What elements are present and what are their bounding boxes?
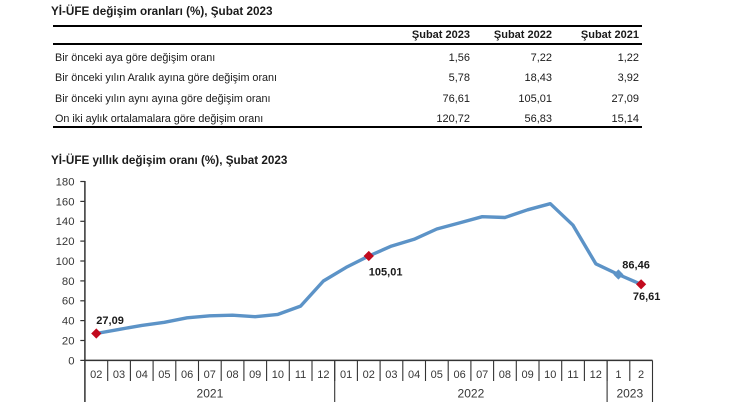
svg-text:76,61: 76,61 [633, 291, 661, 303]
svg-text:06: 06 [453, 369, 465, 381]
svg-text:11: 11 [567, 369, 578, 381]
svg-text:2: 2 [638, 369, 644, 381]
svg-text:27,09: 27,09 [96, 315, 124, 327]
svg-text:04: 04 [408, 369, 420, 381]
svg-text:2023: 2023 [616, 387, 643, 401]
svg-text:11: 11 [295, 369, 306, 381]
svg-text:12: 12 [317, 369, 329, 381]
svg-text:100: 100 [56, 256, 75, 268]
svg-text:80: 80 [62, 276, 75, 288]
svg-text:02: 02 [90, 369, 102, 381]
svg-text:12: 12 [590, 369, 602, 381]
svg-text:86,46: 86,46 [622, 259, 650, 271]
svg-text:10: 10 [544, 369, 556, 381]
svg-text:60: 60 [62, 296, 75, 308]
svg-text:160: 160 [56, 196, 75, 208]
svg-text:08: 08 [226, 369, 238, 381]
svg-text:180: 180 [56, 176, 75, 188]
svg-text:120: 120 [56, 236, 75, 248]
svg-text:2021: 2021 [197, 387, 224, 401]
svg-text:09: 09 [249, 369, 261, 381]
svg-text:08: 08 [499, 369, 511, 381]
svg-text:09: 09 [521, 369, 533, 381]
svg-text:07: 07 [204, 369, 216, 381]
svg-text:105,01: 105,01 [369, 267, 403, 279]
svg-text:0: 0 [68, 355, 74, 367]
svg-text:2022: 2022 [458, 387, 485, 401]
svg-text:04: 04 [136, 369, 148, 381]
svg-text:01: 01 [340, 369, 352, 381]
svg-text:20: 20 [62, 335, 75, 347]
svg-text:03: 03 [113, 369, 125, 381]
svg-text:03: 03 [385, 369, 397, 381]
svg-text:02: 02 [363, 369, 375, 381]
svg-text:05: 05 [431, 369, 443, 381]
svg-text:140: 140 [56, 216, 75, 228]
svg-text:10: 10 [272, 369, 284, 381]
svg-text:1: 1 [615, 369, 621, 381]
svg-text:07: 07 [476, 369, 488, 381]
svg-text:05: 05 [158, 369, 170, 381]
svg-text:06: 06 [181, 369, 193, 381]
svg-text:40: 40 [62, 316, 75, 328]
